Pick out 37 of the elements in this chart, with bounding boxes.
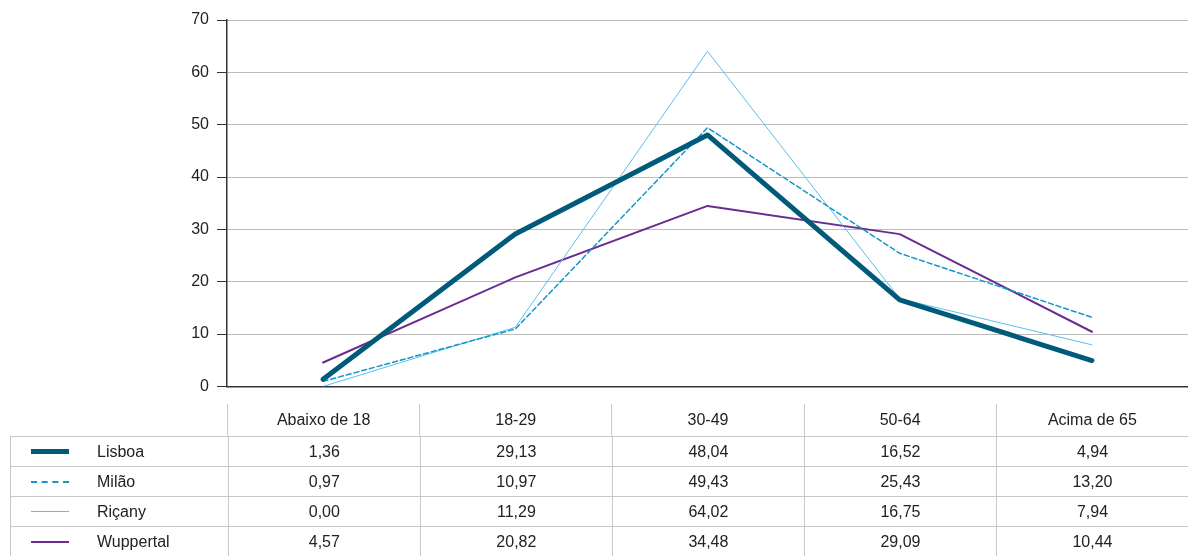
legend-label: Wuppertal bbox=[97, 532, 170, 551]
data-label: 49,43 bbox=[611, 467, 804, 496]
data-label: 29,13 bbox=[419, 437, 612, 466]
data-label: 1,36 bbox=[227, 437, 420, 466]
legend-label: Riçany bbox=[97, 502, 146, 521]
data-label: 0,00 bbox=[227, 497, 420, 526]
y-tick-label: 40 bbox=[191, 167, 210, 185]
data-label: 16,75 bbox=[803, 497, 996, 526]
y-tick-label: 0 bbox=[200, 376, 210, 394]
data-label: 29,09 bbox=[803, 527, 996, 556]
legend-label: Milão bbox=[97, 472, 136, 491]
data-label: 10,97 bbox=[419, 467, 612, 496]
y-tick-label: 30 bbox=[191, 219, 210, 237]
data-label: 16,52 bbox=[803, 437, 996, 466]
legend-label: Lisboa bbox=[97, 442, 145, 461]
y-tick-label: 50 bbox=[191, 115, 210, 133]
data-label: 20,82 bbox=[419, 527, 612, 556]
x-tick-label: Acima de 65 bbox=[995, 404, 1188, 436]
x-tick-label: Abaixo de 18 bbox=[227, 404, 420, 436]
data-label: 34,48 bbox=[611, 527, 804, 556]
data-label: 4,57 bbox=[227, 527, 420, 556]
x-tick-label: 18-29 bbox=[419, 404, 612, 436]
x-tick-label: 30-49 bbox=[611, 404, 804, 436]
data-label: 10,44 bbox=[995, 527, 1188, 556]
data-label: 4,94 bbox=[995, 437, 1188, 466]
data-label: 0,97 bbox=[227, 467, 420, 496]
y-tick-label: 70 bbox=[191, 10, 210, 28]
data-label: 48,04 bbox=[611, 437, 804, 466]
y-tick-label: 20 bbox=[191, 272, 210, 290]
data-label: 64,02 bbox=[611, 497, 804, 526]
x-tick-label: 50-64 bbox=[803, 404, 996, 436]
y-tick-label: 10 bbox=[191, 324, 210, 342]
data-label: 25,43 bbox=[803, 467, 996, 496]
data-label: 7,94 bbox=[995, 497, 1188, 526]
y-tick-label: 60 bbox=[191, 62, 210, 80]
data-label: 11,29 bbox=[419, 497, 612, 526]
data-label: 13,20 bbox=[995, 467, 1188, 496]
